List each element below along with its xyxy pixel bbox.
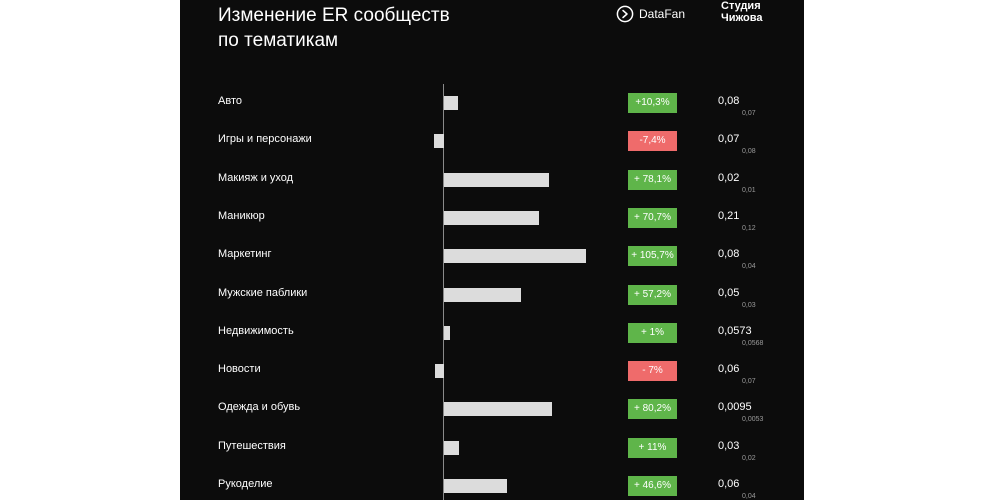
category-label: Маркетинг bbox=[218, 248, 272, 261]
change-badge-positive: + 11% bbox=[628, 437, 677, 458]
category-label: Рукоделие bbox=[218, 478, 273, 490]
change-bar bbox=[444, 440, 459, 455]
change-bar bbox=[444, 249, 587, 264]
studio-logo-line-1: Студия bbox=[721, 0, 761, 12]
er-current-value: 0,06 bbox=[718, 478, 740, 490]
category-label: Авто bbox=[218, 95, 242, 107]
er-previous-value: 0,07 bbox=[742, 110, 756, 117]
er-previous-value: 0,08 bbox=[742, 148, 756, 156]
er-current-value: 0,06 bbox=[718, 363, 740, 376]
change-badge-positive: + 105,7% bbox=[628, 246, 677, 267]
change-badge-positive: +10,3% bbox=[628, 93, 677, 113]
category-label: Маникюр bbox=[218, 209, 265, 222]
chart-row: Макияж и уход + 78,1% 0,02 0,01 bbox=[180, 161, 804, 199]
er-previous-value: 0,07 bbox=[742, 378, 756, 386]
er-current-value: 0,02 bbox=[718, 171, 740, 184]
change-bar bbox=[434, 364, 444, 379]
change-badge-positive: + 70,7% bbox=[628, 207, 677, 228]
category-label: Недвижимость bbox=[218, 324, 294, 337]
change-bar bbox=[444, 479, 507, 493]
chart-row: Маркетинг + 105,7% 0,08 0,04 bbox=[180, 237, 804, 275]
er-previous-value: 0,0568 bbox=[742, 339, 764, 347]
er-current-value: 0,0095 bbox=[718, 401, 752, 414]
chart-row: Авто +10,3% 0,08 0,07 bbox=[180, 84, 804, 122]
chart-row: Маникюр + 70,7% 0,21 0,12 bbox=[180, 199, 804, 237]
change-bar bbox=[434, 134, 444, 149]
change-bar bbox=[444, 325, 450, 340]
er-previous-value: 0,02 bbox=[742, 454, 756, 462]
er-previous-value: 0,12 bbox=[742, 224, 756, 232]
chart-row: Новости - 7% 0,06 0,07 bbox=[180, 352, 804, 390]
chart-row: Игры и персонажи -7,4% 0,07 0,08 bbox=[180, 122, 804, 160]
chart-card: Изменение ER сообществ по тематикам Data… bbox=[180, 0, 804, 500]
category-label: Макияж и уход bbox=[218, 171, 294, 184]
studio-logo: Студия Чижова bbox=[721, 0, 791, 24]
chart-title-line-2: по тематикам bbox=[218, 30, 339, 51]
chart-row: Путешествия + 11% 0,03 0,02 bbox=[180, 429, 804, 467]
er-current-value: 0,0573 bbox=[718, 324, 752, 337]
category-label: Одежда и обувь bbox=[218, 401, 301, 414]
change-badge-positive: + 1% bbox=[628, 322, 677, 343]
chart-title-line-1: Изменение ER сообществ bbox=[218, 5, 450, 26]
change-badge-positive: + 80,2% bbox=[628, 399, 677, 420]
change-badge-positive: + 57,2% bbox=[628, 284, 677, 305]
studio-logo-line-2: Чижова bbox=[721, 12, 763, 24]
change-bar bbox=[444, 96, 458, 110]
change-bar bbox=[444, 172, 550, 187]
er-current-value: 0,08 bbox=[718, 95, 740, 107]
category-label: Путешествия bbox=[218, 439, 286, 452]
chart-row: Одежда и обувь + 80,2% 0,0095 0,0053 bbox=[180, 390, 804, 428]
er-current-value: 0,05 bbox=[718, 286, 740, 299]
change-badge-positive: + 78,1% bbox=[628, 169, 677, 190]
change-badge-negative: -7,4% bbox=[628, 131, 677, 152]
er-current-value: 0,03 bbox=[718, 439, 740, 452]
er-previous-value: 0,03 bbox=[742, 301, 756, 309]
change-bar bbox=[444, 210, 540, 225]
category-label: Новости bbox=[218, 363, 261, 376]
datafan-play-icon bbox=[616, 5, 634, 23]
change-bar bbox=[444, 287, 522, 302]
category-label: Игры и персонажи bbox=[218, 133, 312, 146]
chart-row: Рукоделие + 46,6% 0,06 0,04 bbox=[180, 467, 804, 500]
er-current-value: 0,21 bbox=[718, 209, 740, 222]
chart-row: Мужские паблики + 57,2% 0,05 0,03 bbox=[180, 276, 804, 314]
er-previous-value: 0,04 bbox=[742, 493, 756, 500]
datafan-logo-text: DataFan bbox=[639, 7, 686, 21]
zero-axis-line bbox=[443, 84, 444, 500]
er-previous-value: 0,04 bbox=[742, 263, 756, 271]
datafan-logo: DataFan bbox=[616, 4, 685, 24]
chart-row: Недвижимость + 1% 0,0573 0,0568 bbox=[180, 314, 804, 352]
change-badge-positive: + 46,6% bbox=[628, 476, 677, 496]
category-label: Мужские паблики bbox=[218, 286, 308, 299]
er-current-value: 0,08 bbox=[718, 248, 740, 261]
change-bar bbox=[444, 402, 553, 417]
er-previous-value: 0,01 bbox=[742, 186, 756, 194]
er-previous-value: 0,0053 bbox=[742, 416, 764, 424]
chart-title: Изменение ER сообществ по тематикам bbox=[218, 3, 518, 53]
er-current-value: 0,07 bbox=[718, 133, 740, 146]
change-badge-negative: - 7% bbox=[628, 361, 677, 382]
